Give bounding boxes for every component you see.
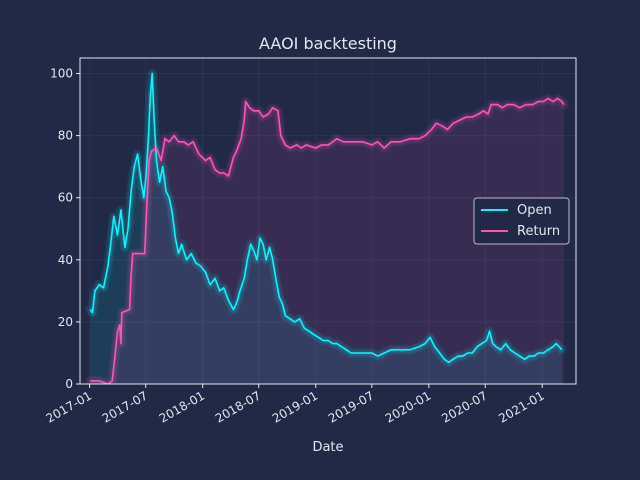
series-lines: [89, 72, 565, 384]
series-areas: [90, 73, 564, 384]
line-return: [90, 97, 565, 384]
area-return: [90, 98, 564, 384]
y-tick-label: 80: [58, 129, 73, 143]
x-axis-label: Date: [312, 440, 343, 455]
legend-label-return: Return: [517, 224, 560, 239]
y-ticks: 0 20 40 60 80 100: [50, 67, 80, 391]
y-tick-label: 20: [58, 315, 73, 329]
area-open: [90, 73, 562, 384]
y-tick-label: 100: [50, 67, 73, 81]
legend: Open Return: [473, 197, 570, 245]
y-tick-label: 40: [58, 253, 73, 267]
y-tick-label: 0: [65, 377, 73, 391]
line-open: [89, 72, 563, 364]
y-tick-label: 60: [58, 191, 73, 205]
plot-frame: [79, 57, 577, 385]
legend-label-open: Open: [517, 203, 552, 218]
chart-title: AAOI backtesting: [259, 34, 397, 53]
